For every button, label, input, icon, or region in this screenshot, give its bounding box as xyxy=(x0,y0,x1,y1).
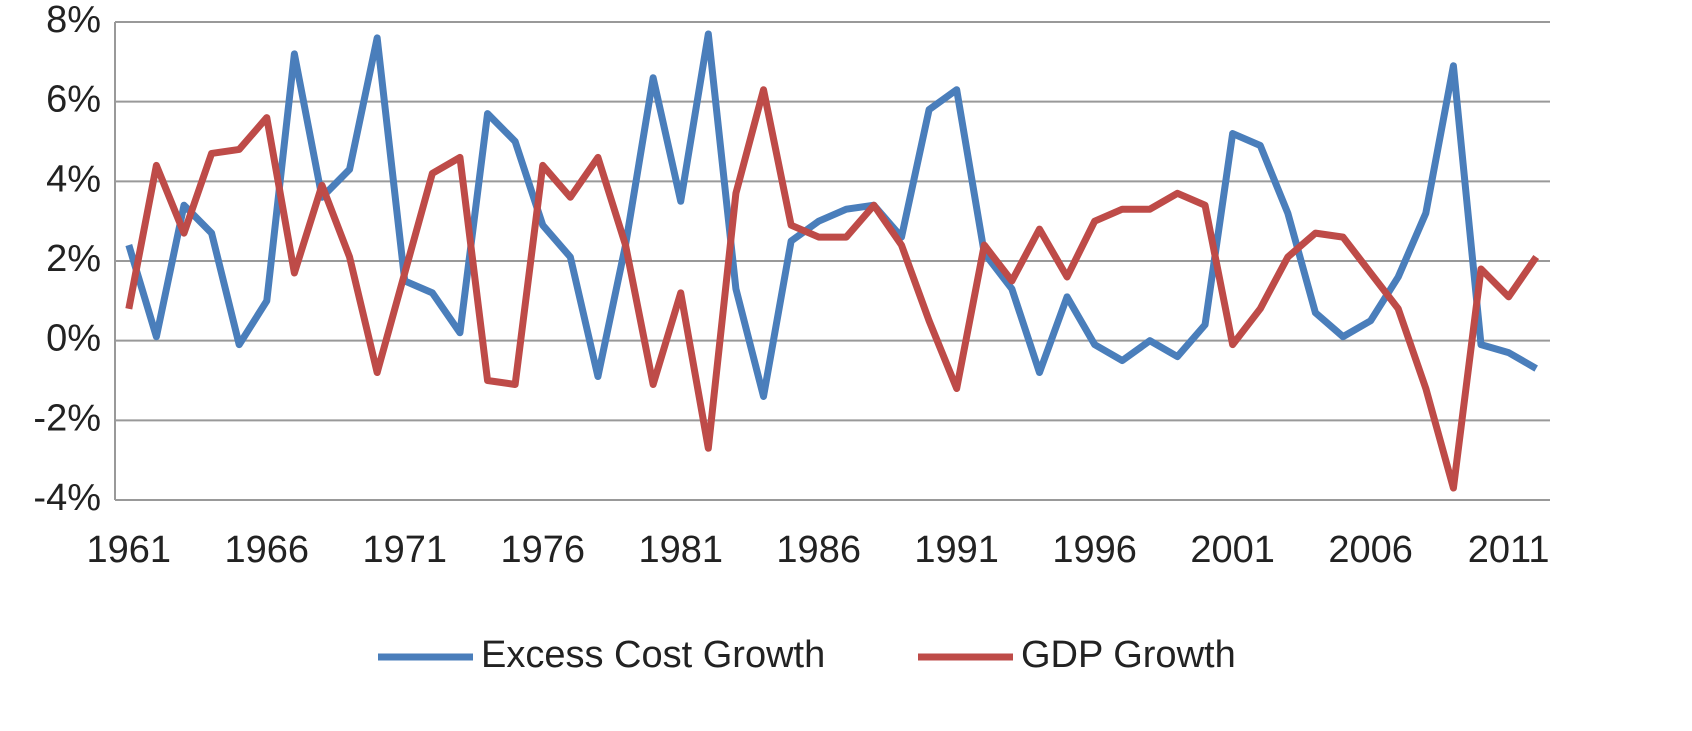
x-tick-label: 1981 xyxy=(638,529,723,571)
y-tick-label: -2% xyxy=(33,397,101,439)
x-tick-label: 1991 xyxy=(914,529,999,571)
series-line xyxy=(125,86,1540,492)
x-tick-label: 2006 xyxy=(1328,529,1413,571)
series-line xyxy=(125,30,1538,400)
x-tick-label: 1961 xyxy=(87,529,172,571)
x-tick-label: 1976 xyxy=(500,529,585,571)
y-tick-label: 0% xyxy=(46,318,101,360)
x-tick-label: 2001 xyxy=(1190,529,1275,571)
y-tick-label: 6% xyxy=(46,79,101,121)
x-tick-label: 2011 xyxy=(1468,529,1550,571)
legend-label: GDP Growth xyxy=(1021,634,1236,676)
x-tick-label: 1966 xyxy=(225,529,310,571)
y-tick-label: 4% xyxy=(46,158,101,200)
x-tick-label: 1971 xyxy=(362,529,447,571)
y-tick-label: 2% xyxy=(46,238,101,280)
y-tick-label: -4% xyxy=(33,477,101,519)
legend-label: Excess Cost Growth xyxy=(481,634,825,676)
x-tick-label: 1996 xyxy=(1052,529,1137,571)
x-tick-label: 1986 xyxy=(776,529,861,571)
y-tick-label: 8% xyxy=(46,0,101,41)
